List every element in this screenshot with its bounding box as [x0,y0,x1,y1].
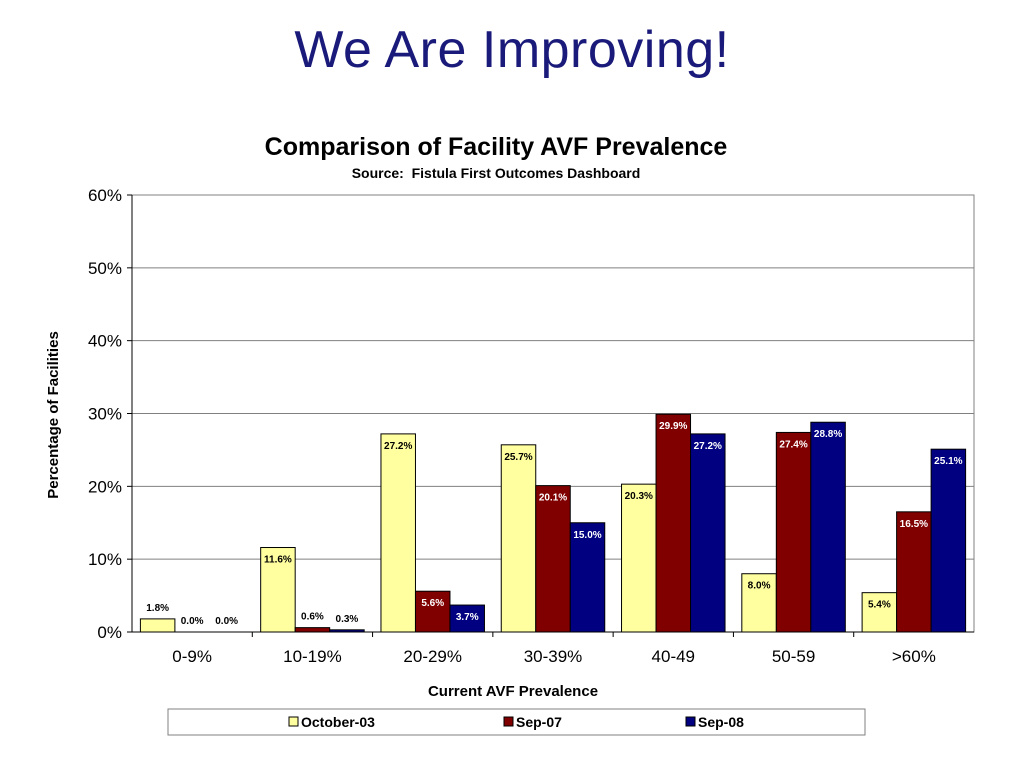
bar [690,433,726,633]
legend-label: Sep-08 [698,714,744,730]
bar-data-label: 27.2% [384,441,412,452]
bar-data-label: 25.7% [504,452,532,463]
x-tick-label: 30-39% [524,647,583,666]
bar-data-label: 8.0% [748,581,771,592]
bar-data-label: 1.8% [146,603,169,614]
bar [655,413,692,633]
bar [930,448,967,633]
y-tick-label: 30% [88,405,122,424]
slide-title: We Are Improving! [294,21,730,79]
bar-data-label: 16.5% [900,519,928,530]
legend-swatch [288,716,299,727]
bar-data-label: 0.0% [215,616,238,627]
legend-swatch [685,716,696,727]
bar [500,444,537,633]
chart-subtitle: Source: Fistula First Outcomes Dashboard [352,165,641,181]
bar-data-label: 20.3% [625,491,653,502]
bar-data-label: 27.4% [779,439,807,450]
bar [621,483,657,633]
bar [294,627,331,633]
bar-data-label: 28.8% [814,429,842,440]
bar [896,511,932,633]
bar-data-label: 20.1% [539,493,567,504]
x-tick-label: 20-29% [403,647,462,666]
bar-data-label: 25.1% [934,456,962,467]
bar-data-label: 0.3% [336,614,359,625]
y-tick-label: 10% [88,550,122,569]
legend-label: October-03 [301,714,375,730]
y-axis-ticks: 0% 10% 20% 30% 40% 50% 60% [88,186,132,642]
bar-data-label: 3.7% [456,612,479,623]
chart-title: Comparison of Facility AVF Prevalence [265,133,728,161]
x-axis-label: Current AVF Prevalence [428,683,598,700]
legend-swatch [503,716,514,727]
bars [139,413,967,633]
bar [535,485,571,633]
bar [861,592,898,633]
legend-box [167,708,866,736]
bar-data-label: 5.6% [421,598,444,609]
y-axis-label: Percentage of Facilities [45,331,62,499]
bar [810,421,846,633]
bar-data-label: 29.9% [659,421,687,432]
bar-data-label: 15.0% [573,530,601,541]
bar [449,604,485,633]
x-tick-label: 50-59 [772,647,815,666]
y-tick-label: 40% [88,332,122,351]
y-tick-label: 0% [97,623,122,642]
x-tick-label: 10-19% [283,647,342,666]
y-tick-label: 60% [88,186,122,205]
bar-labels: 1.8% 0.0% 0.0% 11.6% 0.6% 0.3% 27.2% 5.6% 3.7% 25… [146,421,962,627]
y-tick-label: 20% [88,477,122,496]
bar [139,618,176,633]
y-tick-label: 50% [88,259,122,278]
bar-data-label: 27.2% [694,441,722,452]
x-tick-label: 0-9% [172,647,212,666]
x-tick-label: >60% [892,647,936,666]
bar-data-label: 5.4% [868,600,891,611]
bar [569,522,606,633]
legend-label: Sep-07 [516,714,562,730]
x-axis-ticks: 0-9% 10-19% 20-29% 30-39% 40-49 50-59 >60% [172,632,936,666]
bar [260,547,296,633]
x-tick-label: 40-49 [652,647,695,666]
bar-data-label: 11.6% [264,555,292,566]
bar-data-label: 0.0% [181,616,204,627]
bar [775,431,812,633]
bar [380,433,416,633]
legend: October-03 Sep-07 Sep-08 [288,714,744,730]
bar-data-label: 0.6% [301,612,324,623]
